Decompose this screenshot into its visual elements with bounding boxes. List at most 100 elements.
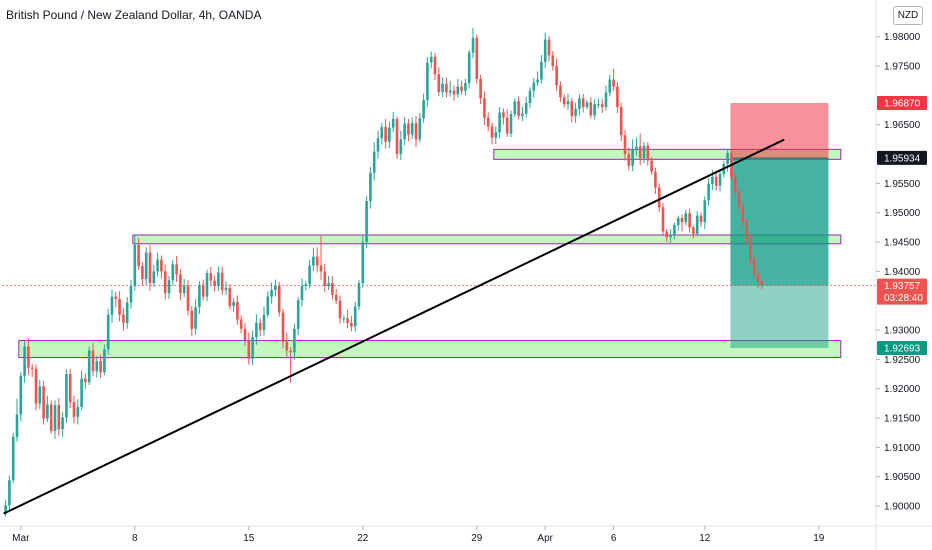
candle-body: [745, 222, 748, 240]
candle-body: [87, 350, 91, 383]
candle-body: [289, 350, 292, 353]
candle-body: [315, 256, 319, 266]
candle-body: [338, 300, 342, 319]
candle-body: [137, 244, 140, 267]
candle-body: [76, 406, 80, 417]
candle-body: [593, 104, 596, 116]
candle-body: [707, 183, 710, 201]
candle-body: [72, 402, 76, 417]
candle-body: [536, 79, 539, 83]
candle-body: [372, 151, 376, 173]
candle-body: [57, 405, 61, 430]
candle-body: [106, 314, 110, 350]
candle-body: [718, 173, 722, 186]
candle-body: [42, 386, 45, 419]
candle-body: [179, 274, 182, 294]
candle-body: [194, 307, 197, 329]
candle-body: [448, 90, 452, 93]
candle-body: [285, 341, 289, 351]
candle-body: [509, 114, 513, 134]
candle-body: [547, 39, 551, 56]
support-resistance-zone: [18, 340, 842, 359]
candle-body: [198, 284, 201, 308]
candle-body: [684, 213, 688, 223]
candle-body: [578, 98, 581, 109]
candle-body: [475, 37, 479, 79]
y-tick-label: 1.92500: [884, 355, 921, 366]
candle-body: [220, 272, 224, 291]
candle-body: [600, 104, 604, 108]
candle-body: [110, 296, 114, 315]
candle-body: [741, 206, 745, 223]
candle-body: [665, 231, 669, 238]
candle-body: [133, 244, 137, 287]
candle-body: [312, 256, 315, 266]
currency-badge[interactable]: NZD: [893, 6, 923, 25]
candle-body: [570, 101, 574, 116]
candle-body: [407, 123, 410, 135]
chart-title: British Pound / New Zealand Dollar, 4h, …: [6, 8, 262, 22]
take-profit-area: [730, 285, 829, 349]
candle-body: [737, 191, 741, 207]
candle-body: [646, 145, 650, 161]
x-tick-label: 12: [699, 533, 711, 544]
candle-body: [524, 103, 528, 114]
candle-body: [490, 126, 494, 138]
candle-body: [53, 405, 57, 431]
candle-body: [61, 417, 64, 430]
candle-body: [471, 37, 475, 53]
candle-body: [483, 98, 486, 118]
candle-body: [692, 227, 695, 234]
candle-body: [163, 271, 167, 294]
candle-body: [239, 319, 243, 329]
candle-body: [15, 414, 19, 437]
candle-body: [414, 122, 418, 140]
price-tag-label: 1.92693: [884, 344, 921, 355]
candle-body: [327, 283, 330, 287]
candle-body: [642, 145, 646, 159]
candle-body: [479, 78, 482, 99]
candle-body: [426, 62, 429, 101]
candle-body: [46, 404, 49, 419]
open-profit-area: [730, 157, 829, 286]
candle-body: [323, 271, 327, 287]
x-tick-label: 8: [132, 533, 138, 544]
candle-body: [266, 296, 270, 315]
candle-body: [711, 176, 714, 184]
x-tick-label: 22: [357, 533, 369, 544]
candle-body: [669, 234, 672, 238]
candle-body: [616, 86, 619, 108]
x-tick-label: Apr: [537, 533, 553, 544]
trendline: [3, 138, 785, 515]
candle-body: [635, 146, 638, 150]
candle-body: [365, 200, 368, 243]
x-tick-label: 29: [471, 533, 483, 544]
candle-body: [756, 274, 760, 282]
candle-body: [395, 118, 399, 155]
price-tag: [877, 341, 927, 356]
candle-body: [597, 104, 600, 106]
candle-body: [34, 368, 38, 404]
candle-body: [205, 273, 209, 297]
candle-body: [638, 146, 642, 159]
candle-body: [186, 285, 190, 311]
candle-body: [148, 252, 152, 284]
candle-body: [752, 259, 756, 275]
candle-body: [95, 361, 99, 372]
candle-body: [376, 138, 380, 152]
candle-body: [433, 56, 437, 75]
candle-body: [357, 283, 361, 307]
candle-body: [661, 207, 665, 232]
candle-body: [369, 172, 372, 201]
candle-body: [125, 302, 129, 323]
candle-body: [255, 322, 258, 338]
candle-body: [676, 217, 680, 226]
candle-body: [581, 98, 585, 108]
candle-body: [243, 328, 247, 340]
y-tick-label: 1.91000: [884, 443, 921, 454]
candle-body: [247, 339, 251, 359]
candle-body: [532, 82, 536, 91]
candle-body: [262, 314, 266, 331]
candle-body: [251, 337, 254, 359]
